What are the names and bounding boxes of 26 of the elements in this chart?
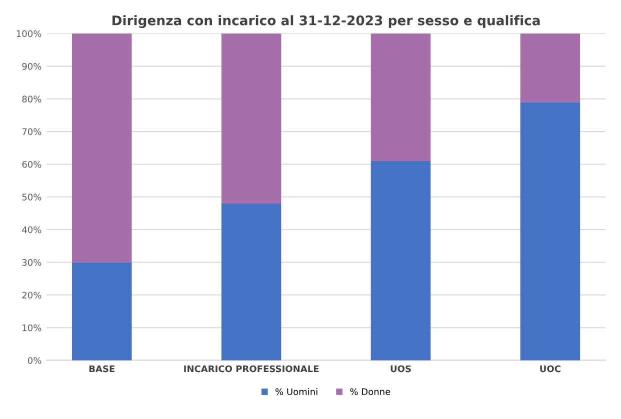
- y-tick-label: 90%: [22, 62, 42, 70]
- x-tick-label: UOS: [390, 365, 411, 372]
- y-tick-label: 20%: [22, 292, 42, 299]
- y-tick-label: 80%: [22, 96, 42, 102]
- legend-label: % Uomini: [275, 388, 318, 396]
- legend-label: % Donne: [350, 388, 390, 396]
- bar: [221, 34, 282, 204]
- x-tick-label: INCARICO PROFESSIONALE: [184, 365, 319, 372]
- x-tick-label: UOC: [540, 365, 560, 372]
- bar: [370, 34, 431, 161]
- y-tick-label: 70%: [22, 128, 42, 136]
- y-tick-label: 40%: [22, 226, 42, 234]
- y-tick-label: 30%: [22, 259, 42, 266]
- bar: [370, 160, 431, 360]
- y-tick-label: 60%: [22, 160, 42, 168]
- chart-title: Dirigenza con incarico al 31-12-2023 per sesso e qualifica: [112, 15, 540, 28]
- y-tick-label: 10%: [22, 324, 42, 332]
- bar: [72, 34, 132, 262]
- bar: [221, 203, 282, 360]
- y-tick-label: 100%: [16, 30, 42, 38]
- bar: [520, 34, 580, 102]
- y-tick-label: 0%: [28, 357, 42, 364]
- y-tick-label: 50%: [22, 194, 42, 200]
- bar: [72, 262, 132, 360]
- x-tick-label: BASE: [89, 365, 114, 372]
- bar: [520, 102, 580, 360]
